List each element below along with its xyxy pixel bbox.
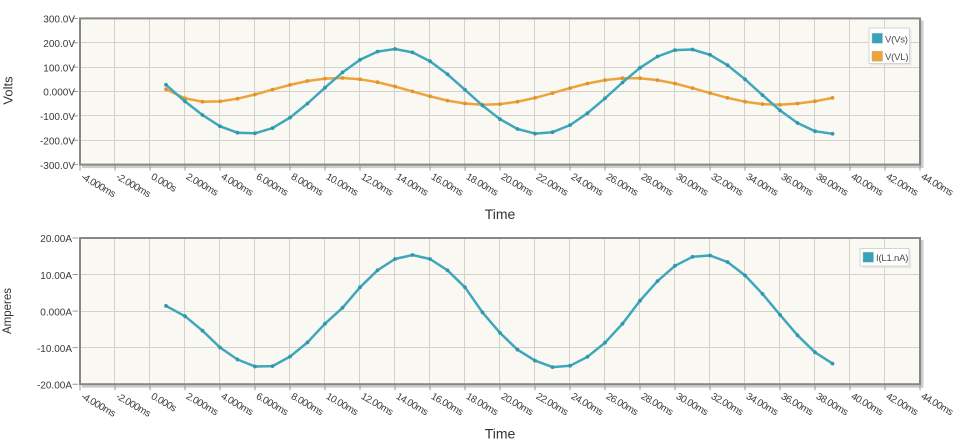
svg-text:0.000s: 0.000s: [149, 391, 178, 414]
svg-text:38.00ms: 38.00ms: [814, 172, 850, 199]
svg-text:12.00ms: 12.00ms: [359, 391, 395, 418]
svg-text:16.00ms: 16.00ms: [429, 172, 465, 199]
svg-text:-4.000ms: -4.000ms: [79, 391, 118, 420]
svg-text:0.000s: 0.000s: [149, 172, 178, 195]
svg-text:10.00ms: 10.00ms: [324, 172, 360, 199]
svg-text:V(VL): V(VL): [885, 52, 908, 63]
svg-text:42.00ms: 42.00ms: [884, 172, 920, 199]
svg-text:10.00A: 10.00A: [40, 271, 72, 282]
svg-text:40.00ms: 40.00ms: [849, 391, 885, 418]
svg-text:44.00ms: 44.00ms: [919, 391, 955, 418]
svg-text:Time: Time: [485, 426, 516, 442]
svg-text:38.00ms: 38.00ms: [814, 391, 850, 418]
svg-text:28.00ms: 28.00ms: [639, 172, 675, 199]
svg-text:28.00ms: 28.00ms: [639, 391, 675, 418]
svg-text:6.000ms: 6.000ms: [254, 172, 290, 199]
svg-text:Amperes: Amperes: [2, 288, 14, 334]
svg-text:I(L1.nA): I(L1.nA): [876, 253, 908, 264]
svg-text:0.000V: 0.000V: [43, 88, 75, 99]
svg-text:-4.000ms: -4.000ms: [79, 172, 118, 201]
svg-text:22.00ms: 22.00ms: [534, 172, 570, 199]
svg-text:20.00ms: 20.00ms: [499, 172, 535, 199]
svg-text:6.000ms: 6.000ms: [254, 391, 290, 418]
svg-text:34.00ms: 34.00ms: [744, 172, 780, 199]
svg-text:14.00ms: 14.00ms: [394, 391, 430, 418]
svg-text:36.00ms: 36.00ms: [779, 172, 815, 199]
svg-text:20.00ms: 20.00ms: [499, 391, 535, 418]
svg-text:10.00ms: 10.00ms: [324, 391, 360, 418]
svg-text:40.00ms: 40.00ms: [849, 172, 885, 199]
svg-text:36.00ms: 36.00ms: [779, 391, 815, 418]
svg-text:4.000ms: 4.000ms: [219, 391, 255, 418]
svg-text:8.000ms: 8.000ms: [289, 172, 325, 199]
svg-text:34.00ms: 34.00ms: [744, 391, 780, 418]
svg-text:18.00ms: 18.00ms: [464, 172, 500, 199]
svg-text:26.00ms: 26.00ms: [604, 391, 640, 418]
svg-text:30.00ms: 30.00ms: [674, 391, 710, 418]
svg-text:100.0V: 100.0V: [43, 63, 75, 74]
svg-text:14.00ms: 14.00ms: [394, 172, 430, 199]
svg-text:-20.00A: -20.00A: [37, 380, 72, 391]
svg-text:22.00ms: 22.00ms: [534, 391, 570, 418]
svg-text:-2.000ms: -2.000ms: [114, 391, 153, 420]
svg-text:26.00ms: 26.00ms: [604, 172, 640, 199]
svg-text:-2.000ms: -2.000ms: [114, 172, 153, 201]
svg-text:-10.00A: -10.00A: [37, 344, 72, 355]
svg-text:16.00ms: 16.00ms: [429, 391, 465, 418]
svg-text:42.00ms: 42.00ms: [884, 391, 920, 418]
svg-text:Time: Time: [485, 206, 516, 222]
svg-text:V(Vs): V(Vs): [885, 34, 908, 45]
svg-text:-300.0V: -300.0V: [40, 161, 75, 172]
svg-text:Volts: Volts: [1, 76, 16, 105]
svg-text:18.00ms: 18.00ms: [464, 391, 500, 418]
svg-text:12.00ms: 12.00ms: [359, 172, 395, 199]
svg-text:0.000A: 0.000A: [40, 307, 72, 318]
svg-text:-200.0V: -200.0V: [40, 136, 75, 147]
svg-text:200.0V: 200.0V: [43, 39, 75, 50]
svg-text:32.00ms: 32.00ms: [709, 172, 745, 199]
svg-text:300.0V: 300.0V: [43, 15, 75, 26]
svg-text:24.00ms: 24.00ms: [569, 172, 605, 199]
svg-text:20.00A: 20.00A: [40, 234, 72, 245]
svg-text:4.000ms: 4.000ms: [219, 172, 255, 199]
svg-text:2.000ms: 2.000ms: [184, 172, 220, 199]
svg-text:32.00ms: 32.00ms: [709, 391, 745, 418]
svg-text:8.000ms: 8.000ms: [289, 391, 325, 418]
svg-text:44.00ms: 44.00ms: [919, 172, 955, 199]
svg-text:24.00ms: 24.00ms: [569, 391, 605, 418]
svg-text:2.000ms: 2.000ms: [184, 391, 220, 418]
svg-text:-100.0V: -100.0V: [40, 112, 75, 123]
svg-text:30.00ms: 30.00ms: [674, 172, 710, 199]
